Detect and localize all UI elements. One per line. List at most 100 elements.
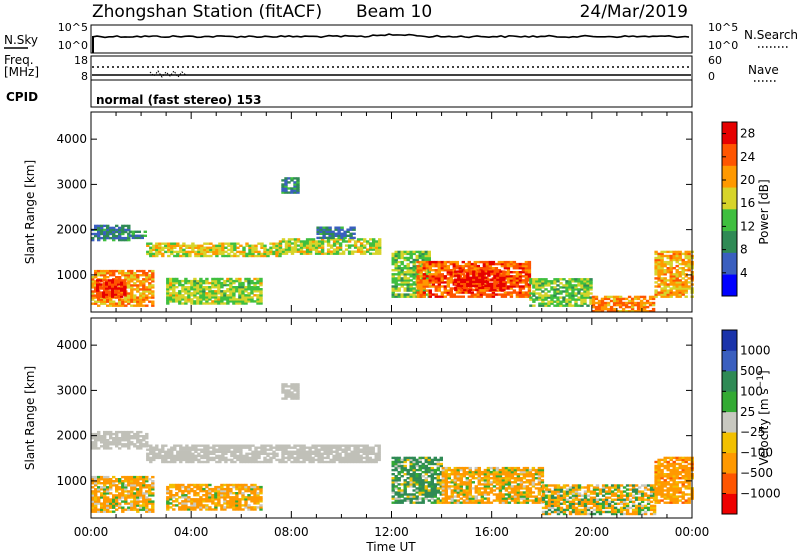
velocity-cell — [197, 459, 200, 461]
velocity-cell — [223, 506, 226, 508]
power-cell — [260, 245, 263, 247]
velocity-cell — [326, 461, 329, 463]
power-cell — [114, 291, 117, 293]
power-cell — [474, 267, 477, 269]
power-cell — [220, 290, 223, 292]
velocity-cell — [428, 483, 431, 485]
velocity-cell — [484, 479, 487, 481]
velocity-cell — [375, 461, 378, 463]
power-cell — [187, 290, 190, 292]
velocity-cell — [136, 496, 139, 498]
power-cell — [565, 290, 568, 292]
power-cell — [109, 231, 112, 233]
velocity-cell — [170, 461, 173, 463]
velocity-cell — [176, 445, 179, 447]
power-cell — [532, 278, 535, 280]
power-cell — [410, 255, 413, 257]
velocity-cell — [428, 475, 431, 477]
power-cell — [601, 298, 604, 300]
velocity-cell — [499, 479, 502, 481]
power-cell — [173, 255, 176, 257]
power-cell — [532, 298, 535, 300]
velocity-cell — [166, 502, 169, 504]
velocity-cell — [299, 455, 302, 457]
power-cell — [410, 279, 413, 281]
power-cell — [223, 280, 226, 282]
velocity-cell — [410, 493, 413, 495]
power-cell — [477, 267, 480, 269]
velocity-cell — [257, 447, 260, 449]
power-cell — [660, 267, 663, 269]
power-cell — [348, 251, 351, 253]
velocity-cell — [184, 502, 187, 504]
power-cell — [495, 293, 498, 295]
velocity-cell — [112, 480, 115, 482]
power-cell — [535, 284, 538, 286]
velocity-cell — [245, 453, 248, 455]
power-cell — [401, 296, 404, 298]
power-cell — [149, 247, 152, 249]
velocity-cell — [112, 476, 115, 478]
power-cell — [164, 243, 167, 245]
velocity-cell — [413, 489, 416, 491]
power-cell — [109, 272, 112, 274]
velocity-cell — [166, 496, 169, 498]
velocity-cell — [97, 509, 100, 511]
power-cell — [169, 286, 172, 288]
power-cell — [202, 286, 205, 288]
power-cell — [238, 280, 241, 282]
power-cell — [510, 291, 513, 293]
velocity-cell — [146, 445, 149, 447]
velocity-cell — [511, 485, 514, 487]
power-cell — [151, 272, 154, 274]
velocity-cell — [350, 461, 353, 463]
velocity-cell — [190, 508, 193, 510]
power-cell — [410, 283, 413, 285]
velocity-cell — [124, 478, 127, 480]
velocity-cell — [410, 461, 413, 463]
velocity-cell — [97, 447, 100, 449]
power-cell — [138, 231, 141, 233]
power-cell — [562, 278, 565, 280]
power-cell — [529, 292, 532, 294]
velocity-cell — [106, 507, 109, 509]
power-cell — [486, 289, 489, 291]
power-cell — [254, 249, 257, 251]
power-cell — [121, 225, 124, 227]
power-cell — [217, 286, 220, 288]
power-cell — [457, 281, 460, 283]
power-cell — [676, 255, 679, 257]
velocity-cell — [469, 502, 472, 504]
power-colorbar-tick-label: 8 — [740, 243, 748, 257]
power-cell — [217, 302, 220, 304]
velocity-cell — [250, 486, 253, 488]
power-cell — [352, 227, 355, 229]
power-cell — [657, 277, 660, 279]
velocity-cell — [344, 445, 347, 447]
power-cell — [127, 278, 130, 280]
power-cell — [342, 240, 345, 242]
power-cell — [410, 273, 413, 275]
velocity-cell — [395, 485, 398, 487]
power-cell — [392, 289, 395, 291]
velocity-cell — [226, 502, 229, 504]
power-cell — [643, 296, 646, 298]
power-cell — [519, 267, 522, 269]
power-cell — [679, 279, 682, 281]
velocity-cell — [356, 455, 359, 457]
power-cell — [190, 280, 193, 282]
power-cell — [124, 272, 127, 274]
power-cell — [232, 302, 235, 304]
velocity-cell — [124, 490, 127, 492]
power-cell — [516, 263, 519, 265]
velocity-cell — [127, 431, 130, 433]
power-cell — [112, 235, 115, 237]
power-colorbar-swatch — [722, 274, 737, 296]
velocity-cell — [290, 461, 293, 463]
power-cell — [230, 249, 233, 251]
velocity-cell — [493, 485, 496, 487]
velocity-cell — [478, 502, 481, 504]
velocity-cell — [290, 447, 293, 449]
power-cell — [478, 277, 481, 279]
velocity-cell — [431, 473, 434, 475]
